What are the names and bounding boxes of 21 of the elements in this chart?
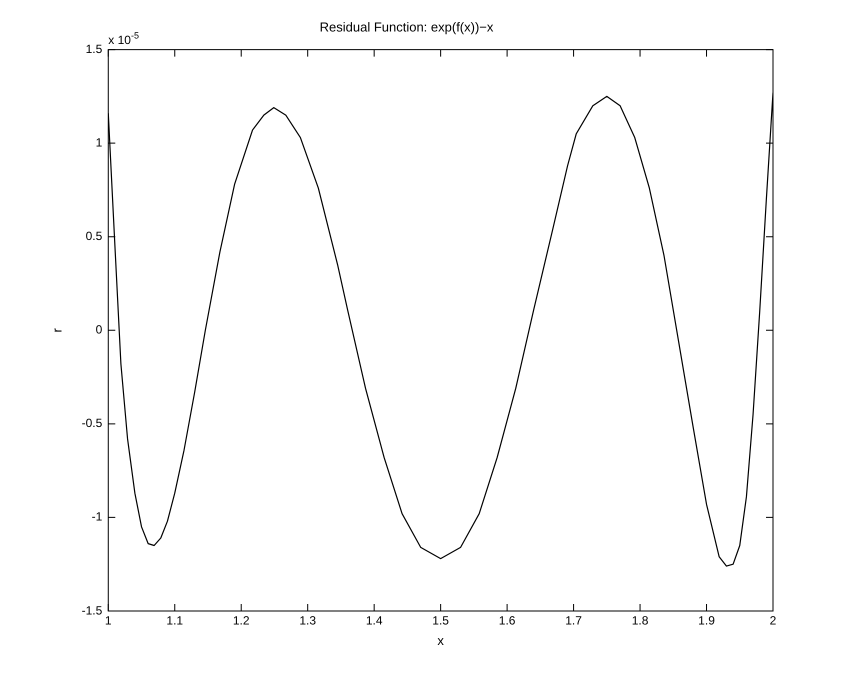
y-tick-label: -0.5 bbox=[82, 416, 103, 430]
x-tick-label: 1.2 bbox=[232, 614, 250, 628]
x-tick-label: 1.7 bbox=[565, 614, 582, 628]
x-tick-label: 1.9 bbox=[698, 614, 716, 628]
x-tick-label: 1.4 bbox=[366, 614, 383, 628]
x-tick-label: 1.5 bbox=[432, 614, 450, 628]
y-tick-label: 0 bbox=[96, 322, 103, 337]
y-tick-label: -1 bbox=[92, 510, 103, 524]
x-tick-label: 1 bbox=[104, 614, 112, 628]
y-tick-label: -1.5 bbox=[82, 603, 103, 618]
y-tick-label: 1 bbox=[96, 135, 103, 150]
x-tick-label: 2 bbox=[770, 614, 777, 628]
x-axis-title: x bbox=[437, 632, 444, 648]
chart-title: Residual Function: exp(f(x))−x bbox=[320, 19, 494, 34]
x-tick-label: 1.3 bbox=[299, 614, 316, 628]
y-tick-label: 0.5 bbox=[86, 229, 103, 244]
y-tick-label: 1.5 bbox=[86, 42, 103, 56]
x-tick-label: 1.1 bbox=[166, 614, 184, 628]
x-tick-label: 1.8 bbox=[632, 614, 649, 628]
y-axis-title: r bbox=[49, 327, 64, 332]
x-tick-label: 1.6 bbox=[498, 614, 516, 628]
